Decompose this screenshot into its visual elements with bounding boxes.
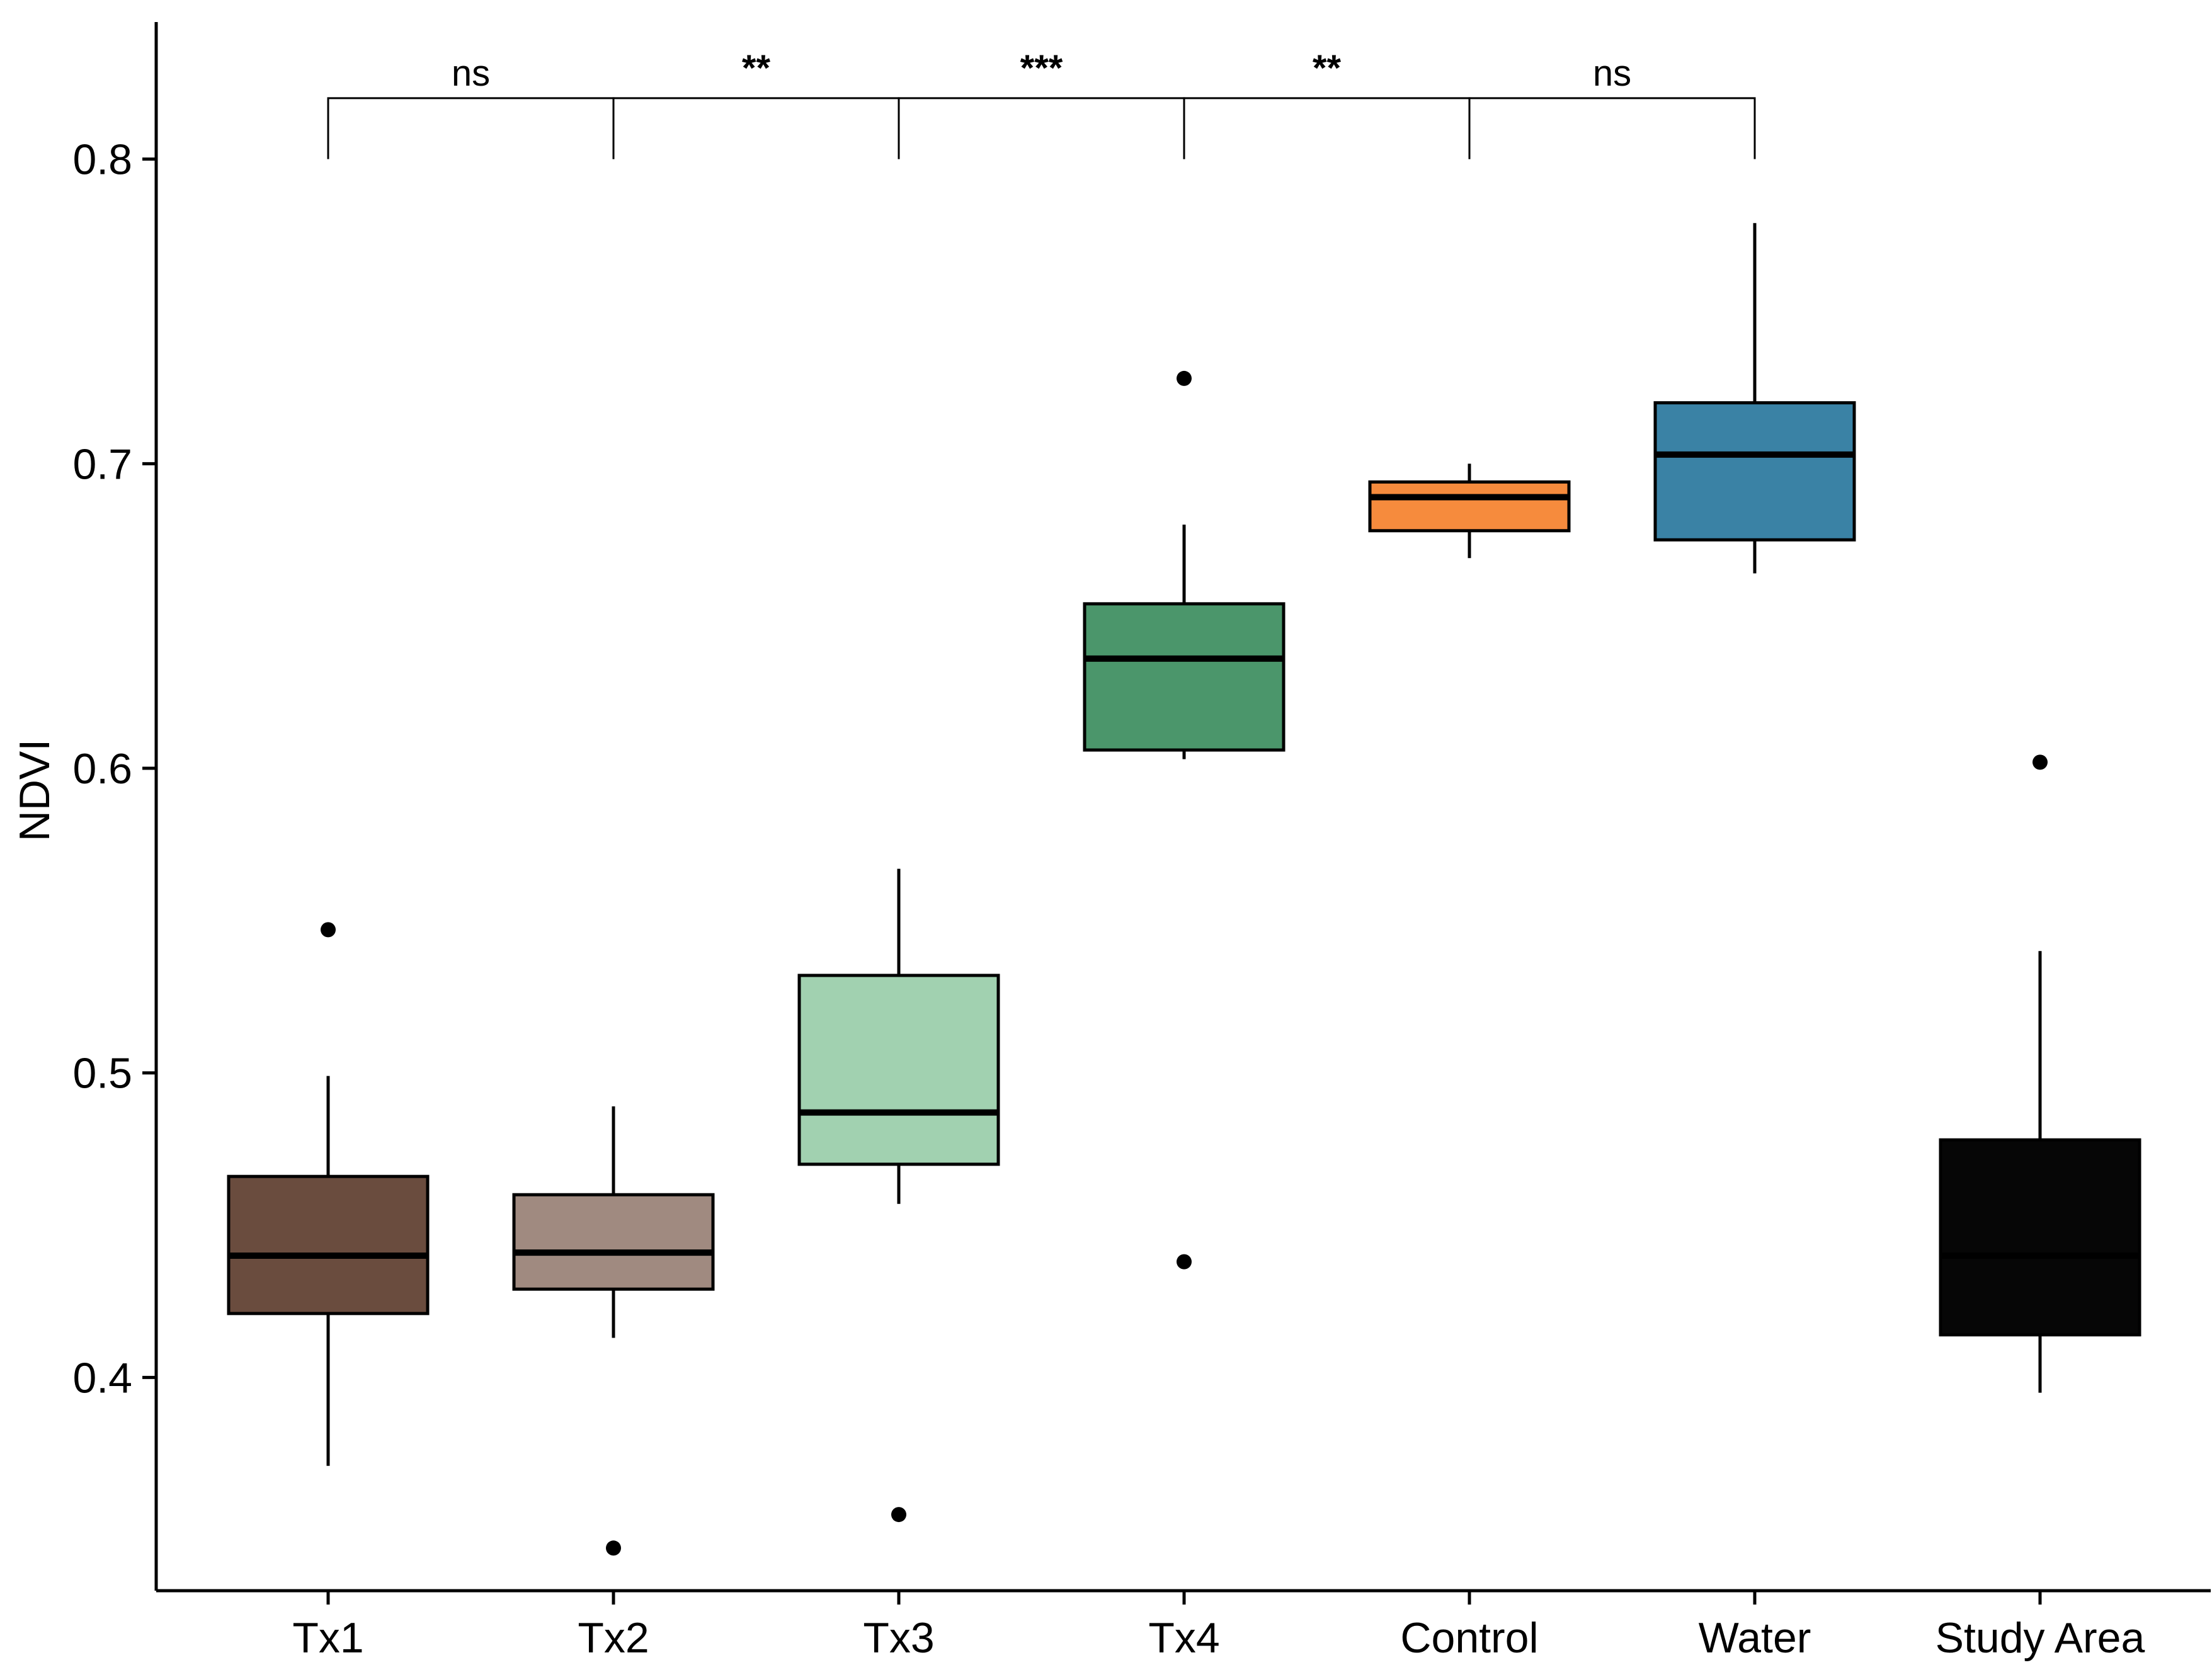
y-tick-label: 0.8 <box>72 136 132 184</box>
x-tick-label: Tx3 <box>863 1614 934 1662</box>
bracket-line <box>898 97 1185 159</box>
box-group <box>227 922 430 1466</box>
significance-bracket: *** <box>898 48 1185 159</box>
box <box>1368 480 1571 533</box>
box-group <box>1653 223 1856 574</box>
outlier-point <box>321 922 336 938</box>
box-group <box>512 1106 715 1556</box>
significance-label: ** <box>742 48 771 89</box>
box <box>797 974 1000 1166</box>
outlier-point <box>891 1507 906 1523</box>
significance-bracket: ns <box>327 53 615 159</box>
bracket-line <box>327 97 615 159</box>
y-axis-title: NDVI <box>11 739 59 841</box>
box <box>1939 1138 2141 1337</box>
significance-label: *** <box>1020 48 1063 89</box>
x-tick-label: Tx2 <box>578 1614 649 1662</box>
box-group <box>797 868 1000 1523</box>
significance-bracket: ** <box>612 48 900 159</box>
significance-label: ns <box>1593 53 1631 94</box>
bracket-line <box>1468 97 1756 159</box>
x-tick-label: Water <box>1699 1614 1811 1662</box>
y-tick-label: 0.7 <box>72 440 132 488</box>
y-tick-label: 0.5 <box>72 1050 132 1098</box>
axes: NDVI 0.4 0.5 0.6 0.7 0.8 Tx1 Tx2 Tx3 Tx4 Control W… <box>11 22 2211 1662</box>
box <box>227 1174 430 1316</box>
box <box>1653 401 1856 542</box>
significance-bracket: ** <box>1183 48 1471 159</box>
x-tick-label: Control <box>1400 1614 1538 1662</box>
significance-label: ns <box>452 53 490 94</box>
x-tick-label: Tx4 <box>1148 1614 1219 1662</box>
plot-area: ns ** *** ** ns <box>227 48 2141 1556</box>
box-group <box>1083 370 1286 1270</box>
bracket-line <box>1183 97 1471 159</box>
box-group <box>1939 754 2141 1393</box>
outlier-point <box>1177 370 1192 386</box>
bracket-line <box>612 97 900 159</box>
significance-label: ** <box>1313 48 1342 89</box>
outlier-point <box>2032 754 2048 770</box>
box <box>1083 602 1286 752</box>
y-tick-label: 0.4 <box>72 1354 132 1402</box>
y-tick-label: 0.6 <box>72 745 132 793</box>
x-tick-label: Tx1 <box>292 1614 363 1662</box>
box <box>512 1193 715 1291</box>
significance-bracket: ns <box>1468 53 1756 159</box>
outlier-point <box>1177 1254 1192 1270</box>
box-group <box>1368 463 1571 559</box>
outlier-point <box>606 1540 621 1556</box>
x-tick-label: Study Area <box>1936 1614 2145 1662</box>
